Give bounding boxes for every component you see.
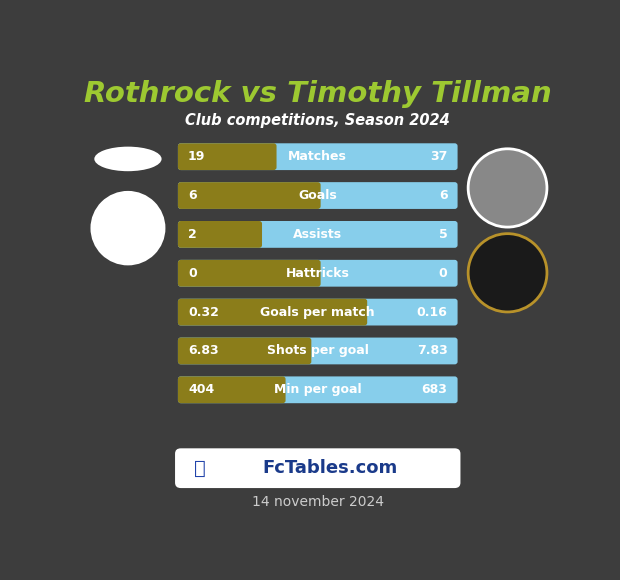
Ellipse shape bbox=[91, 191, 166, 266]
Text: 0.16: 0.16 bbox=[417, 306, 448, 318]
Bar bbox=[363, 302, 366, 323]
Ellipse shape bbox=[468, 149, 547, 227]
FancyBboxPatch shape bbox=[178, 221, 458, 248]
Text: Shots per goal: Shots per goal bbox=[267, 345, 369, 357]
Text: 14 november 2024: 14 november 2024 bbox=[252, 495, 384, 509]
Bar bbox=[316, 263, 319, 284]
FancyBboxPatch shape bbox=[178, 299, 367, 325]
FancyBboxPatch shape bbox=[178, 338, 458, 364]
Text: ⎁: ⎁ bbox=[194, 459, 206, 478]
Ellipse shape bbox=[94, 147, 162, 171]
Text: 37: 37 bbox=[430, 150, 448, 163]
Bar bbox=[281, 379, 284, 401]
Text: 0.32: 0.32 bbox=[188, 306, 219, 318]
FancyBboxPatch shape bbox=[178, 182, 321, 209]
FancyBboxPatch shape bbox=[178, 143, 277, 170]
Text: Goals: Goals bbox=[298, 189, 337, 202]
Text: 0: 0 bbox=[188, 267, 197, 280]
Bar bbox=[258, 224, 260, 245]
FancyBboxPatch shape bbox=[178, 376, 286, 403]
Text: Club competitions, Season 2024: Club competitions, Season 2024 bbox=[185, 114, 450, 128]
Text: Matches: Matches bbox=[288, 150, 347, 163]
FancyBboxPatch shape bbox=[175, 448, 461, 488]
Text: 6: 6 bbox=[439, 189, 448, 202]
Text: 7.83: 7.83 bbox=[417, 345, 448, 357]
Ellipse shape bbox=[468, 234, 547, 312]
FancyBboxPatch shape bbox=[178, 260, 458, 287]
Text: 683: 683 bbox=[422, 383, 448, 396]
Text: FcTables.com: FcTables.com bbox=[262, 459, 397, 477]
Text: 5: 5 bbox=[439, 228, 448, 241]
Text: 19: 19 bbox=[188, 150, 205, 163]
FancyBboxPatch shape bbox=[178, 338, 311, 364]
FancyBboxPatch shape bbox=[178, 260, 321, 287]
Text: Assists: Assists bbox=[293, 228, 342, 241]
FancyBboxPatch shape bbox=[178, 299, 458, 325]
Text: Hattricks: Hattricks bbox=[286, 267, 350, 280]
Bar bbox=[272, 146, 275, 168]
FancyBboxPatch shape bbox=[178, 182, 458, 209]
Text: 0: 0 bbox=[439, 267, 448, 280]
FancyBboxPatch shape bbox=[178, 221, 262, 248]
Text: Min per goal: Min per goal bbox=[274, 383, 361, 396]
Text: 6: 6 bbox=[188, 189, 197, 202]
Text: Goals per match: Goals per match bbox=[260, 306, 375, 318]
Text: 404: 404 bbox=[188, 383, 215, 396]
FancyBboxPatch shape bbox=[178, 143, 458, 170]
Text: 6.83: 6.83 bbox=[188, 345, 219, 357]
Text: Rothrock vs Timothy Tillman: Rothrock vs Timothy Tillman bbox=[84, 80, 552, 108]
Bar bbox=[307, 340, 310, 362]
Bar bbox=[316, 185, 319, 206]
FancyBboxPatch shape bbox=[178, 376, 458, 403]
Text: 2: 2 bbox=[188, 228, 197, 241]
